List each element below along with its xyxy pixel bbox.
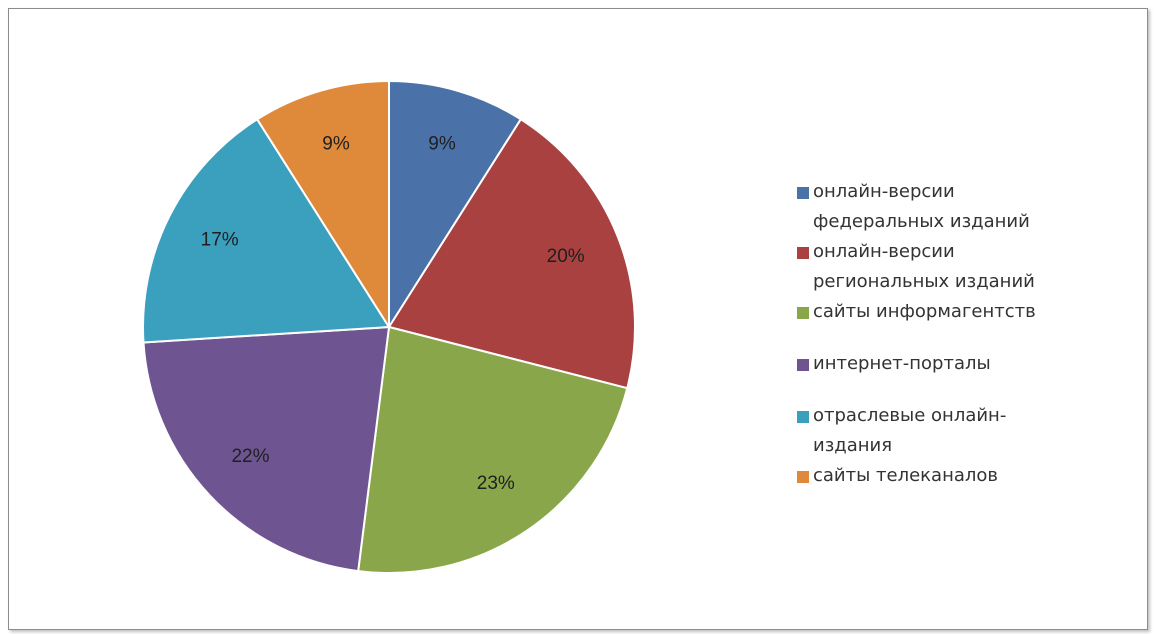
pie-slice-3 bbox=[357, 325, 629, 574]
legend-label-line: онлайн-версии bbox=[813, 241, 955, 262]
legend-label-line: издания bbox=[813, 435, 893, 456]
legend-swatch-3 bbox=[797, 307, 809, 319]
pie-slice-1 bbox=[388, 79, 523, 331]
legend-swatch-4 bbox=[797, 359, 809, 371]
legend-label-line: региональных изданий bbox=[813, 271, 1035, 292]
legend-swatch-1 bbox=[797, 187, 809, 199]
legend-label-line: онлайн-версии bbox=[813, 181, 955, 202]
legend-label-line: интернет-порталы bbox=[813, 353, 991, 374]
slice-label-2: 20% bbox=[547, 246, 585, 267]
legend-label-line: федеральных изданий bbox=[813, 211, 1030, 232]
slice-label-6: 9% bbox=[322, 134, 350, 155]
slice-label-1: 9% bbox=[428, 134, 456, 155]
legend-item-4: интернет-порталы bbox=[791, 349, 1121, 379]
legend-item-5: отраслевые онлайн-издания bbox=[791, 401, 1121, 461]
pie-chart: 9% 20% 23% 22% 17% 9% bbox=[142, 79, 636, 574]
legend-swatch-6 bbox=[797, 471, 809, 483]
chart-frame: 9% 20% 23% 22% 17% 9% онлайн-версии федеральны… bbox=[8, 8, 1148, 630]
legend-label-line: сайты телеканалов bbox=[813, 465, 999, 486]
slice-label-4: 22% bbox=[231, 446, 269, 467]
legend-label-line: отраслевые онлайн- bbox=[813, 405, 1007, 426]
legend-swatch-5 bbox=[797, 411, 809, 423]
pie-slice-2 bbox=[387, 117, 636, 390]
pie-slice-4 bbox=[142, 325, 391, 573]
chart-legend: онлайн-версии федеральных изданий онлайн-в… bbox=[791, 177, 1121, 491]
pie-slice-6 bbox=[255, 79, 390, 331]
slice-label-5: 17% bbox=[201, 230, 239, 251]
legend-item-2: онлайн-версии региональных изданий bbox=[791, 237, 1121, 297]
legend-item-1: онлайн-версии федеральных изданий bbox=[791, 177, 1121, 237]
legend-label-line: сайты информагентств bbox=[813, 301, 1036, 322]
legend-item-3: сайты информагентств bbox=[791, 297, 1121, 327]
legend-swatch-2 bbox=[797, 247, 809, 259]
pie-slice-5 bbox=[142, 117, 391, 344]
legend-item-6: сайты телеканалов bbox=[791, 461, 1121, 491]
slice-label-3: 23% bbox=[477, 473, 515, 494]
